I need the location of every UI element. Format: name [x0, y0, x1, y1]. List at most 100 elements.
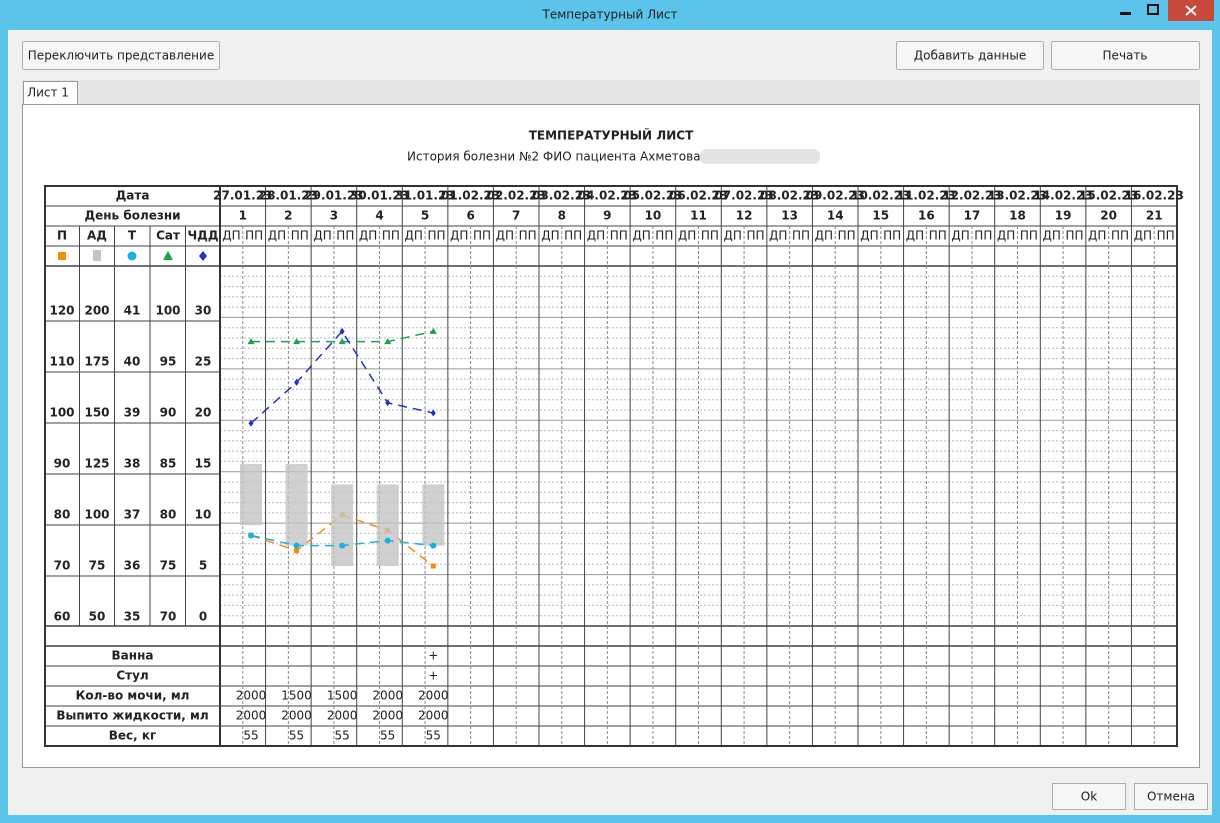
date-label: 06.02.23: [669, 189, 728, 203]
scale-tick-label: 70: [54, 559, 71, 573]
scale-tick-label: 75: [160, 559, 177, 573]
pressure-bar: [239, 464, 262, 526]
half-label: ДП: [313, 229, 331, 243]
half-label: ПП: [245, 229, 263, 243]
day-number: 13: [781, 209, 798, 223]
row-value: 2000: [372, 689, 403, 703]
half-label: ДП: [769, 229, 787, 243]
scale-tick-label: 20: [195, 406, 212, 420]
marker: [293, 338, 301, 345]
sheet-table: Дата День болезни 27.01.23 1 ДП ПП 28.01.23 2 ДП…: [44, 185, 1184, 747]
close-button[interactable]: [1168, 0, 1214, 21]
row-value: +: [428, 649, 438, 663]
day-number: 9: [603, 209, 611, 223]
marker: [430, 409, 436, 417]
marker: [385, 399, 391, 407]
cancel-button[interactable]: Отмена: [1134, 783, 1208, 810]
scale-tick-label: 60: [54, 610, 71, 624]
scale-tick-label: 80: [54, 508, 71, 522]
scale-tick-label: 10: [195, 508, 212, 522]
scale-name: ЧДД: [187, 229, 218, 243]
scale-tick-label: 85: [160, 457, 177, 471]
row-value: 2000: [236, 689, 267, 703]
day-number: 12: [736, 209, 753, 223]
date-label: 12.02.23: [942, 189, 1001, 203]
scale-tick-label: 50: [89, 610, 106, 624]
date-label: 27.01.23: [213, 189, 272, 203]
button-label: Печать: [1103, 49, 1148, 63]
half-label: ПП: [427, 229, 445, 243]
marker: [430, 542, 437, 549]
day-number: 17: [964, 209, 981, 223]
scale-tick-label: 120: [49, 304, 74, 318]
day-number: 18: [1009, 209, 1026, 223]
half-label: ПП: [1157, 229, 1175, 243]
marker: [294, 378, 300, 386]
row-value: 55: [426, 729, 441, 743]
scale-tick-label: 125: [84, 457, 109, 471]
marker: [247, 532, 254, 539]
row-label: Дата: [116, 189, 150, 203]
date-label: 11.02.23: [897, 189, 956, 203]
print-button[interactable]: Печать: [1051, 41, 1200, 70]
half-label: ДП: [632, 229, 650, 243]
button-label: Ok: [1081, 790, 1097, 804]
day-number: 7: [512, 209, 520, 223]
minimize-button[interactable]: [1112, 0, 1139, 21]
switch-view-button[interactable]: Переключить представление: [22, 41, 220, 70]
scale-tick-label: 90: [54, 457, 71, 471]
marker: [294, 548, 300, 554]
button-label: Отмена: [1147, 790, 1195, 804]
row-value: 55: [243, 729, 258, 743]
marker: [339, 327, 345, 335]
marker: [247, 338, 255, 345]
scale-tick-label: 41: [124, 304, 141, 318]
scale-tick-label: 100: [49, 406, 74, 420]
half-label: ПП: [610, 229, 628, 243]
date-label: 03.02.23: [532, 189, 591, 203]
row-value: 55: [334, 729, 349, 743]
date-label: 08.02.23: [760, 189, 819, 203]
date-label: 09.02.23: [806, 189, 865, 203]
half-label: ПП: [701, 229, 719, 243]
half-label: ДП: [541, 229, 559, 243]
half-label: ДП: [222, 229, 240, 243]
tab[interactable]: Лист 1: [23, 81, 78, 105]
day-number: 5: [421, 209, 429, 223]
half-label: ДП: [587, 229, 605, 243]
row-label: Кол-во мочи, мл: [76, 689, 190, 703]
tab-strip: [22, 80, 1200, 104]
half-label: ДП: [951, 229, 969, 243]
row-label: Стул: [116, 669, 148, 683]
half-label: ДП: [450, 229, 468, 243]
half-label: ДП: [1134, 229, 1152, 243]
maximize-button[interactable]: [1140, 0, 1167, 21]
half-label: ДП: [1088, 229, 1106, 243]
half-label: ДП: [496, 229, 514, 243]
date-label: 30.01.23: [350, 189, 409, 203]
tab-label: Лист 1: [27, 86, 69, 100]
row-value: 2000: [418, 689, 449, 703]
half-label: ПП: [929, 229, 947, 243]
half-label: ПП: [336, 229, 354, 243]
pressure-bar: [376, 484, 399, 566]
row-label: День болезни: [84, 209, 180, 223]
date-label: 05.02.23: [623, 189, 682, 203]
scale-tick-label: 36: [124, 559, 141, 573]
date-label: 15.02.23: [1079, 189, 1138, 203]
half-label: ПП: [746, 229, 764, 243]
half-label: ДП: [678, 229, 696, 243]
row-value: 1500: [327, 689, 358, 703]
date-label: 01.02.23: [441, 189, 500, 203]
date-label: 02.02.23: [487, 189, 546, 203]
date-label: 10.02.23: [851, 189, 910, 203]
day-number: 11: [690, 209, 707, 223]
day-number: 19: [1055, 209, 1072, 223]
add-data-button[interactable]: Добавить данные: [896, 41, 1044, 70]
scale-tick-label: 39: [124, 406, 141, 420]
marker: [338, 338, 346, 345]
scale-name: Т: [128, 229, 137, 243]
ok-button[interactable]: Ok: [1052, 783, 1126, 810]
button-label: Переключить представление: [28, 49, 214, 63]
